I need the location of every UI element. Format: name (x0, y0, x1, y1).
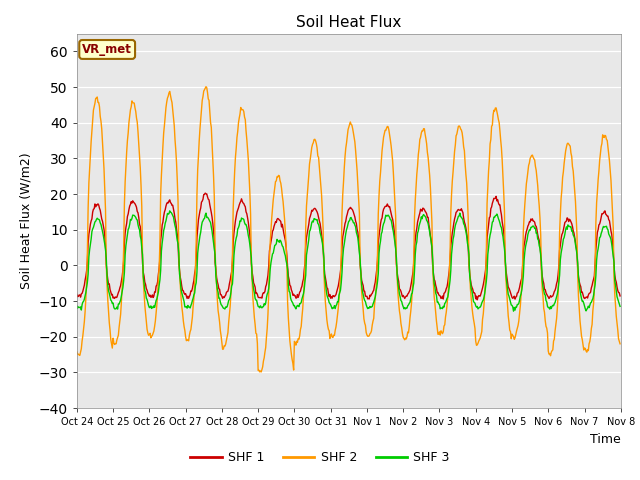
SHF 1 (431, 278, 439, 284)
Line: SHF 2: SHF 2 (77, 87, 620, 372)
SHF 2 (416, 137, 424, 143)
SHF 1 (415, 213, 423, 219)
X-axis label: Time: Time (590, 432, 621, 445)
SHF 2 (616, 341, 624, 347)
SHF 3 (509, 308, 517, 314)
SHF 2 (139, 254, 147, 260)
SHF 3 (139, 252, 147, 258)
SHF 2 (257, 369, 265, 375)
SHF 3 (83, 285, 90, 290)
Title: Soil Heat Flux: Soil Heat Flux (296, 15, 401, 30)
SHF 1 (202, 190, 209, 196)
SHF 1 (616, 293, 624, 299)
SHF 2 (223, 334, 231, 339)
SHF 2 (432, 310, 440, 316)
SHF 3 (616, 303, 624, 309)
SHF 2 (83, 279, 90, 285)
SHF 2 (73, 349, 81, 355)
SHF 3 (415, 223, 423, 229)
Line: SHF 3: SHF 3 (77, 211, 620, 311)
SHF 1 (474, 297, 481, 303)
SHF 1 (73, 291, 81, 297)
SHF 1 (139, 260, 147, 266)
SHF 1 (83, 268, 90, 274)
SHF 3 (73, 303, 81, 309)
Legend: SHF 1, SHF 2, SHF 3: SHF 1, SHF 2, SHF 3 (186, 446, 454, 469)
SHF 1 (223, 288, 231, 294)
SHF 3 (431, 284, 439, 290)
Line: SHF 1: SHF 1 (77, 193, 620, 300)
SHF 3 (223, 304, 231, 310)
Text: VR_met: VR_met (82, 43, 132, 56)
SHF 2 (202, 84, 210, 90)
SHF 3 (195, 243, 202, 249)
SHF 1 (194, 226, 202, 232)
SHF 2 (194, 167, 202, 172)
SHF 3 (166, 208, 173, 214)
Y-axis label: Soil Heat Flux (W/m2): Soil Heat Flux (W/m2) (20, 153, 33, 289)
